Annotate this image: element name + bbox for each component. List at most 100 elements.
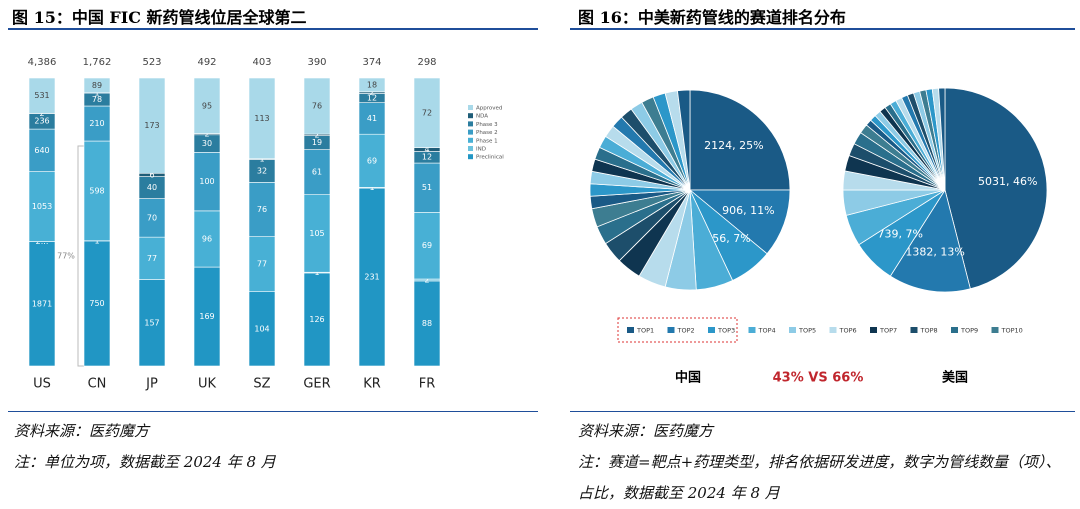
legend-swatch [468, 138, 473, 143]
data-label: 69 [367, 156, 377, 165]
total-label: 390 [307, 57, 326, 68]
legend-swatch [627, 327, 634, 333]
legend-label: TOP2 [677, 327, 695, 335]
legend-label: NDA [476, 114, 488, 120]
x-tick-label: GER [303, 377, 330, 392]
charts: 中国 美国 43% VS 66% 77% 18712...10536402362… [0, 0, 1080, 410]
data-label: 231 [364, 273, 379, 282]
x-tick-label: SZ [253, 377, 270, 392]
slice-label: 739, 7% [878, 228, 923, 241]
total-label: 523 [142, 57, 161, 68]
comparison: 43% VS 66% [773, 371, 864, 386]
x-tick-label: FR [419, 377, 436, 392]
total-label: 492 [197, 57, 216, 68]
data-label: 70 [147, 213, 157, 222]
legend-label: TOP10 [1001, 327, 1023, 335]
pie-title: 美国 [942, 370, 968, 386]
source: 资料来源：医药魔方 [578, 416, 713, 447]
legend-label: Preclinical [476, 155, 504, 161]
legend-label: TOP5 [798, 327, 816, 335]
bottom-rule [570, 411, 1075, 412]
legend-swatch [468, 113, 473, 118]
data-label: 105 [309, 229, 324, 238]
x-tick-label: CN [88, 377, 107, 392]
data-label: 32 [257, 166, 267, 175]
x-tick-label: JP [145, 377, 158, 392]
data-label: 236 [34, 117, 49, 126]
legend-swatch [468, 154, 473, 159]
total-label: 374 [362, 57, 381, 68]
source: 资料来源：医药魔方 [14, 416, 149, 447]
x-tick-label: KR [363, 377, 381, 392]
data-label: 89 [92, 81, 102, 90]
legend-label: TOP7 [879, 327, 897, 335]
data-label: 51 [422, 183, 432, 192]
data-label: 61 [312, 168, 322, 177]
legend-label: TOP6 [839, 327, 857, 335]
bottom-rule [8, 411, 538, 412]
data-label: 40 [147, 183, 157, 192]
data-label: 41 [367, 114, 377, 123]
legend-label: Approved [476, 106, 502, 112]
legend-swatch [468, 146, 473, 151]
data-label: 1053 [32, 202, 52, 211]
total-label: 298 [417, 57, 436, 68]
data-label: 76 [257, 205, 267, 214]
legend-label: TOP1 [636, 327, 654, 335]
slice-label: 5031, 46% [978, 175, 1037, 188]
note: 注：单位为项，数据截至 2024 年 8 月 [14, 447, 276, 478]
pie-title: 中国 [675, 370, 701, 386]
legend-swatch [468, 121, 473, 126]
x-tick-label: US [33, 377, 51, 392]
legend-swatch [992, 327, 999, 333]
data-label: 531 [34, 91, 49, 100]
data-label: 69 [422, 241, 432, 250]
slice-label: 2124, 25% [704, 139, 763, 152]
legend-swatch [749, 327, 756, 333]
total-label: 403 [252, 57, 271, 68]
legend-label: IND [476, 147, 486, 153]
legend-swatch [468, 130, 473, 135]
data-label: 88 [422, 319, 432, 328]
legend-swatch [789, 327, 796, 333]
legend-label: Phase 3 [476, 122, 498, 128]
legend-swatch [668, 327, 675, 333]
data-label: 12 [422, 153, 432, 162]
data-label: 169 [199, 312, 214, 321]
data-label: 104 [254, 324, 269, 333]
legend-swatch [911, 327, 918, 333]
data-label: 126 [309, 315, 324, 324]
legend-swatch [830, 327, 837, 333]
legend-label: TOP8 [920, 327, 938, 335]
data-label: 96 [202, 234, 212, 243]
data-label: 30 [202, 139, 212, 148]
data-label: 1871 [32, 299, 52, 308]
data-label: 750 [89, 299, 104, 308]
slice-label: 906, 11% [722, 204, 774, 217]
data-label: 72 [422, 108, 432, 117]
legend-label: Phase 1 [476, 138, 498, 144]
legend-swatch [468, 105, 473, 110]
data-label: 76 [312, 102, 322, 111]
data-label: 113 [254, 114, 269, 123]
legend-label: TOP9 [960, 327, 978, 335]
data-label: 19 [312, 138, 322, 147]
legend-label: TOP4 [758, 327, 776, 335]
legend-swatch [951, 327, 958, 333]
data-label: 157 [144, 318, 159, 327]
legend-swatch [870, 327, 877, 333]
annotation: 77% [57, 252, 75, 261]
data-label: 173 [144, 121, 159, 130]
note: 注：赛道=靶点+药理类型，排名依据研发进度，数字为管线数量（项）、占比，数据截至… [578, 447, 1070, 509]
data-label: 18 [367, 80, 377, 89]
bracket [78, 146, 84, 366]
total-label: 1,762 [83, 57, 112, 68]
legend-swatch [708, 327, 715, 333]
slice-label: 1382, 13% [905, 245, 964, 258]
data-label: 95 [202, 101, 212, 110]
data-label: 210 [89, 119, 104, 128]
data-label: 77 [257, 260, 267, 269]
data-label: 100 [199, 177, 214, 186]
legend-label: Phase 2 [476, 130, 498, 136]
